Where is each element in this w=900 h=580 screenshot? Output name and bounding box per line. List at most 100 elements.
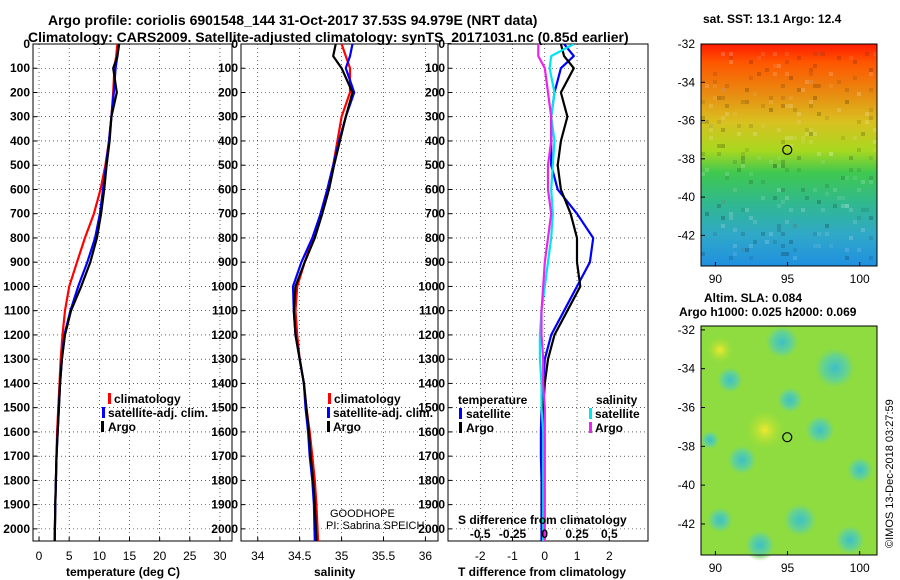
depth-tick-label: 700 [218, 207, 238, 221]
sla-eddy [776, 386, 804, 414]
sst-pixel [749, 216, 753, 220]
sst-pixel [865, 52, 869, 56]
sst-pixel [749, 124, 753, 128]
sst-pixel [753, 240, 757, 244]
sst-pixel [773, 240, 777, 244]
legend-t-argo-swatch [459, 422, 462, 433]
sst-pixel [797, 112, 801, 116]
sst-pixel [769, 232, 773, 236]
sst-pixel [853, 176, 857, 180]
sst-pixel [701, 152, 705, 156]
depth-tick-label: 2000 [418, 522, 445, 536]
sst-pixel [757, 72, 761, 76]
sst-pixel [725, 172, 729, 176]
goodhope-label: GOODHOPE [330, 508, 395, 520]
sst-pixel [853, 76, 857, 80]
sst-pixel [861, 180, 865, 184]
sst-pixel [721, 96, 725, 100]
sst-pixel [861, 228, 865, 232]
sst-pixel [729, 212, 733, 216]
depth-tick-label: 1700 [418, 449, 445, 463]
sst-pixel [797, 88, 801, 92]
depth-tick-label: 800 [218, 231, 238, 245]
x-tick-label: 20 [153, 549, 167, 563]
sst-pixel [733, 228, 737, 232]
sst-pixel [873, 128, 877, 132]
sst-pixel [721, 116, 725, 120]
depth-tick-label: 600 [425, 182, 445, 196]
depth-tick-label: 1000 [3, 279, 30, 293]
top-tick-label: 0.5 [601, 527, 618, 541]
sst-pixel [709, 124, 713, 128]
sst-pixel [853, 60, 857, 64]
x-tick-label: 35 [335, 549, 349, 563]
sst-pixel [809, 132, 813, 136]
sst-pixel [701, 100, 705, 104]
sst-pixel [789, 104, 793, 108]
sst-pixel [785, 60, 789, 64]
sst-pixel [701, 120, 705, 124]
sst-pixel [873, 148, 877, 152]
sst-pixel [853, 136, 857, 140]
sst-pixel [721, 128, 725, 132]
legend-satellite-swatch [102, 407, 105, 418]
sst-pixel [765, 68, 769, 72]
sst-pixel [829, 84, 833, 88]
sst-pixel [785, 104, 789, 108]
salinity-legend: climatology satellite-adj. clim. Argo [327, 392, 433, 434]
sst-frame [700, 43, 878, 267]
map-x-tick: 95 [781, 561, 795, 575]
sst-pixel [749, 172, 753, 176]
map-x-tick: 100 [850, 272, 870, 286]
sst-pixel [817, 232, 821, 236]
top-tick-label: -0.25 [499, 527, 527, 541]
sst-pixel [741, 156, 745, 160]
sla-eddy [804, 414, 836, 446]
sst-pixel [701, 172, 705, 176]
depth-tick-label: 800 [10, 231, 30, 245]
sla-eddy [716, 366, 744, 394]
sst-pixel [869, 108, 873, 112]
sst-pixel [721, 200, 725, 204]
sla-eddy [700, 430, 720, 450]
argo-position-marker [782, 432, 793, 443]
sst-pixel [809, 80, 813, 84]
sst-pixel [797, 120, 801, 124]
sst-pixel [729, 60, 733, 64]
x-tick-label: 5 [66, 549, 73, 563]
sst-heatmap [700, 43, 878, 267]
sst-pixel [789, 96, 793, 100]
sla-frame [700, 325, 878, 556]
sst-pixel [769, 108, 773, 112]
series-argo [53, 44, 121, 541]
sst-pixel [857, 168, 861, 172]
series-climatology [53, 44, 119, 541]
sst-pixel [745, 248, 749, 252]
sst-pixel [837, 108, 841, 112]
depth-tick-label: 1700 [3, 449, 30, 463]
sst-pixel [833, 188, 837, 192]
sst-pixel [745, 100, 749, 104]
sla-eddy [706, 506, 734, 534]
sst-pixel [781, 140, 785, 144]
sst-pixel [725, 104, 729, 108]
sst-pixel [857, 148, 861, 152]
sst-pixel [773, 196, 777, 200]
sst-pixel [781, 104, 785, 108]
legend-t-satellite: satellite [466, 407, 511, 421]
depth-tick-label: 1200 [418, 328, 445, 342]
sst-pixel [761, 180, 765, 184]
sst-pixel [801, 136, 805, 140]
x-tick-label: 34.5 [288, 549, 312, 563]
difference-xlabel: T difference from climatology [458, 565, 626, 579]
x-tick-label: 30 [213, 549, 227, 563]
x-tick-label: 0 [36, 549, 43, 563]
sst-pixel [797, 168, 801, 172]
sst-pixel [813, 52, 817, 56]
sst-pixel [785, 136, 789, 140]
sst-pixel [841, 176, 845, 180]
legend-climatology: climatology [334, 392, 401, 406]
sst-pixel [777, 188, 781, 192]
sst-pixel [825, 232, 829, 236]
map-y-tick: -34 [678, 75, 696, 89]
